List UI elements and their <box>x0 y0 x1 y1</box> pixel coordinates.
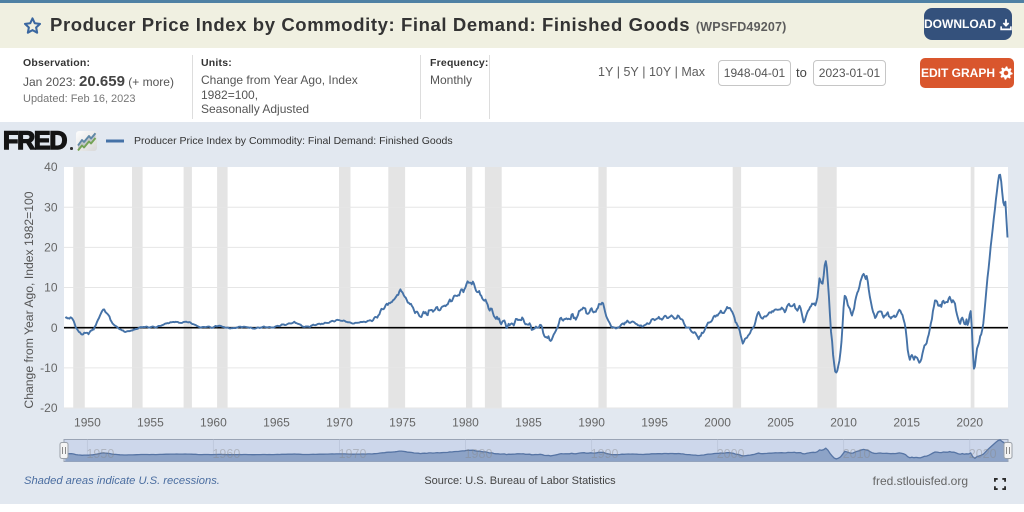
svg-text:2000: 2000 <box>717 447 745 461</box>
svg-text:1950: 1950 <box>74 416 101 430</box>
svg-text:20: 20 <box>44 241 58 255</box>
svg-text:2010: 2010 <box>830 416 857 430</box>
svg-text:2000: 2000 <box>704 416 731 430</box>
svg-text:1980: 1980 <box>465 447 493 461</box>
svg-text:30: 30 <box>44 200 58 214</box>
svg-text:1970: 1970 <box>326 416 353 430</box>
svg-text:1965: 1965 <box>263 416 290 430</box>
svg-text:Change from Year Ago, Index 19: Change from Year Ago, Index 1982=100 <box>22 191 36 408</box>
svg-text:1975: 1975 <box>389 416 416 430</box>
svg-text:2005: 2005 <box>767 416 794 430</box>
svg-text:1980: 1980 <box>452 416 479 430</box>
svg-text:0: 0 <box>51 321 58 335</box>
svg-text:1955: 1955 <box>137 416 164 430</box>
svg-text:40: 40 <box>44 160 58 174</box>
svg-text:-10: -10 <box>40 361 58 375</box>
svg-text:-20: -20 <box>40 401 58 415</box>
svg-text:2020: 2020 <box>969 447 997 461</box>
svg-text:1985: 1985 <box>515 416 542 430</box>
svg-text:1995: 1995 <box>641 416 668 430</box>
svg-text:1960: 1960 <box>200 416 227 430</box>
svg-text:2010: 2010 <box>843 447 871 461</box>
svg-text:1970: 1970 <box>339 447 367 461</box>
svg-text:1990: 1990 <box>591 447 619 461</box>
svg-text:2015: 2015 <box>893 416 920 430</box>
svg-text:2020: 2020 <box>956 416 983 430</box>
svg-text:1950: 1950 <box>86 447 114 461</box>
svg-text:1960: 1960 <box>212 447 240 461</box>
svg-text:1990: 1990 <box>578 416 605 430</box>
svg-text:10: 10 <box>44 281 58 295</box>
